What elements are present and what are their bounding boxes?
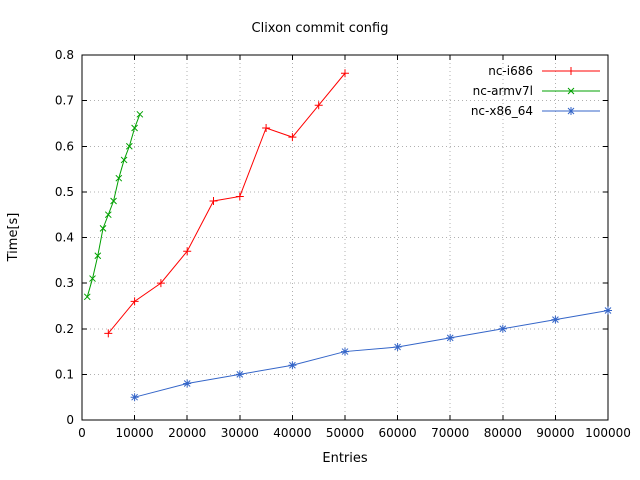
y-tick-label: 0 [66,413,74,427]
y-tick-label: 0.4 [55,231,74,245]
chart-generated-layer: 0 10000 20000 30000 40000 50000 60000 70000 8000… [55,48,631,440]
axis-ticks [81,54,609,421]
series-nc-x86_64 [130,306,612,402]
y-tick-label: 0.7 [55,94,74,108]
series-nc-armv7l [83,110,144,301]
x-tick-label: 20000 [168,426,206,440]
x-tick-label: 50000 [326,426,364,440]
series-markers [83,110,144,301]
x-tick-label: 90000 [536,426,574,440]
series-markers [130,306,612,402]
legend-sample-nc-armv7l [542,87,600,95]
x-tick-label: 100000 [585,426,631,440]
chart-title: Clixon commit config [252,21,389,36]
legend-label-nc-armv7l: nc-armv7l [473,84,533,98]
x-tick-label: 40000 [273,426,311,440]
legend-label-nc-x86_64: nc-x86_64 [471,104,533,118]
x-axis-label: Entries [322,451,368,466]
legend: nc-i686 nc-armv7l nc-x86_64 [471,64,600,118]
x-tick-label: 60000 [379,426,417,440]
y-tick-label: 0.1 [55,367,74,381]
series-nc-i686 [104,69,349,338]
legend-sample-nc-x86_64 [542,107,600,115]
x-tick-label: 0 [78,426,86,440]
axis-tick-labels: 0 10000 20000 30000 40000 50000 60000 70000 8000… [55,48,631,440]
y-tick-label: 0.8 [55,48,74,62]
legend-sample-nc-i686 [542,67,600,75]
x-tick-label: 70000 [431,426,469,440]
y-tick-label: 0.6 [55,139,74,153]
legend-label-nc-i686: nc-i686 [488,64,533,78]
grid [81,54,609,421]
series-line [86,114,141,297]
series-line [107,72,346,334]
series-markers [104,69,349,338]
y-tick-label: 0.5 [55,185,74,199]
y-tick-label: 0.3 [55,276,74,290]
y-axis-label: Time[s] [6,213,21,263]
series-line [134,310,609,398]
x-tick-label: 30000 [221,426,259,440]
x-tick-label: 80000 [484,426,522,440]
x-tick-label: 10000 [116,426,154,440]
y-tick-label: 0.2 [55,322,74,336]
